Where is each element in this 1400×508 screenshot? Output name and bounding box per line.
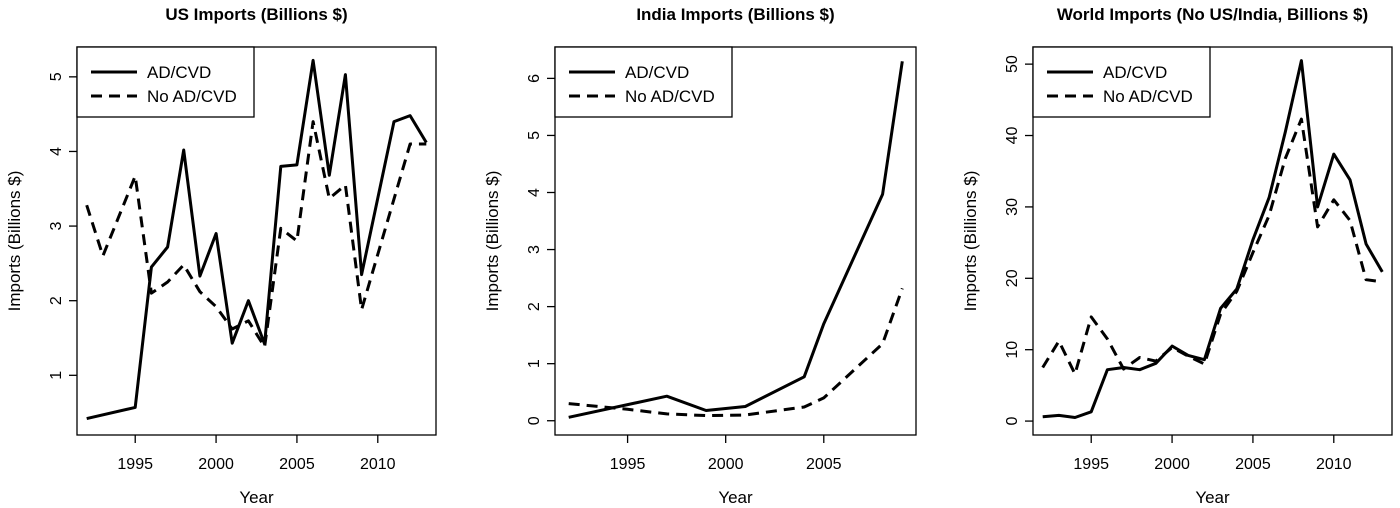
chart-title: India Imports (Billions $)	[636, 5, 834, 24]
y-tick-label: 5	[48, 72, 65, 81]
y-tick-label: 40	[1004, 127, 1021, 145]
series-line-no-ad-cvd	[568, 287, 904, 418]
plot-frame	[554, 46, 917, 436]
y-axis-label: Imports (Billions $)	[5, 171, 24, 312]
chart-title: US Imports (Billions $)	[165, 5, 347, 24]
legend-label: AD/CVD	[1103, 63, 1167, 82]
legend-label: AD/CVD	[147, 63, 211, 82]
y-axis-label: Imports (Billions $)	[483, 171, 502, 312]
x-tick-label: 2000	[1154, 456, 1190, 473]
series-line-ad-cvd	[568, 61, 904, 419]
y-tick-label: 20	[1004, 269, 1021, 287]
series-line-no-ad-cvd	[1041, 117, 1383, 376]
x-axis-label: Year	[239, 488, 274, 507]
chart-panel-1: US Imports (Billions $) 1995 2000 2005 2010 1…	[5, 5, 437, 507]
y-tick-label: 10	[1004, 341, 1021, 359]
legend-box	[76, 46, 255, 118]
legend-label: AD/CVD	[625, 63, 689, 82]
y-tick-label: 0	[526, 416, 543, 425]
y-tick-label: 1	[48, 371, 65, 380]
y-tick-label: 3	[48, 222, 65, 231]
x-tick-label: 2000	[198, 456, 234, 473]
plot-frame	[1032, 46, 1393, 436]
x-tick-label: 1995	[117, 456, 153, 473]
x-tick-label: 2010	[1316, 456, 1352, 473]
chart-panel-2: India Imports (Billions $) 1995 2000 2005 0 1…	[483, 5, 917, 507]
chart-panel-3: World Imports (No US/India, Billions $) 1…	[961, 5, 1393, 507]
y-axis-label: Imports (Billions $)	[961, 171, 980, 312]
x-tick-label: 2005	[1235, 456, 1271, 473]
x-tick-label: 1995	[610, 456, 646, 473]
legend-box	[1032, 46, 1211, 118]
legend-label: No AD/CVD	[147, 87, 237, 106]
y-tick-label: 1	[526, 359, 543, 368]
x-axis-label: Year	[718, 488, 753, 507]
legend-label: No AD/CVD	[625, 87, 715, 106]
x-tick-label: 2000	[708, 456, 744, 473]
y-tick-label: 4	[526, 188, 543, 197]
x-axis-label: Year	[1195, 488, 1230, 507]
chart-title: World Imports (No US/India, Billions $)	[1057, 5, 1368, 24]
legend-box	[554, 46, 733, 118]
y-tick-label: 5	[526, 131, 543, 140]
legend-label: No AD/CVD	[1103, 87, 1193, 106]
y-tick-label: 30	[1004, 198, 1021, 216]
y-tick-label: 50	[1004, 55, 1021, 73]
y-tick-label: 2	[48, 296, 65, 305]
y-tick-label: 4	[48, 147, 65, 156]
x-tick-label: 2005	[806, 456, 842, 473]
x-tick-label: 2005	[279, 456, 315, 473]
y-tick-label: 0	[1004, 417, 1021, 426]
series-line-no-ad-cvd	[85, 120, 427, 349]
y-tick-label: 2	[526, 302, 543, 311]
series-line-ad-cvd	[1042, 59, 1384, 419]
plot-frame	[76, 46, 437, 436]
y-tick-label: 6	[526, 74, 543, 83]
x-tick-label: 1995	[1073, 456, 1109, 473]
x-tick-label: 2010	[360, 456, 396, 473]
y-tick-label: 3	[526, 245, 543, 254]
